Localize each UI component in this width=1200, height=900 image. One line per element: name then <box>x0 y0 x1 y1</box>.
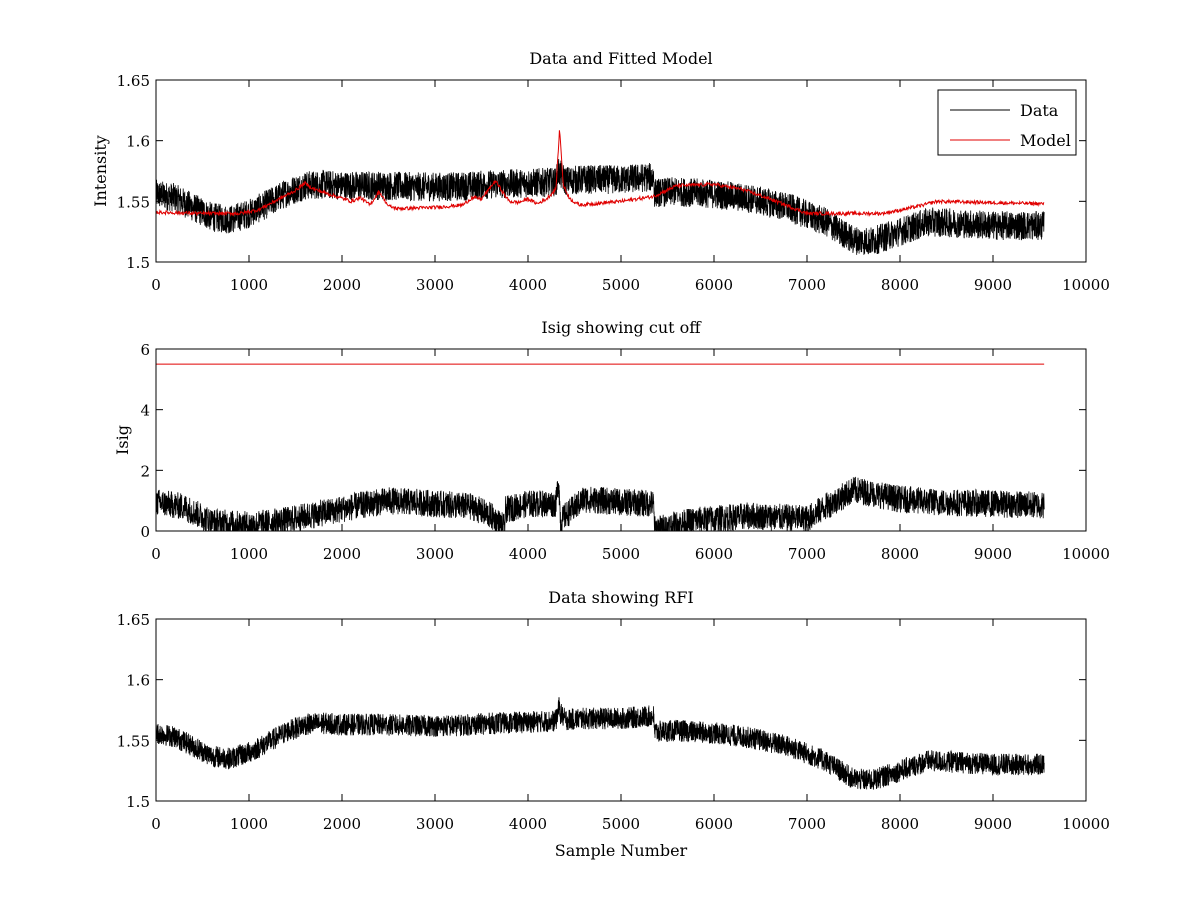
x-tick-label: 10000 <box>1062 276 1110 294</box>
x-tick-label: 1000 <box>230 545 268 563</box>
x-tick-label: 3000 <box>416 545 454 563</box>
x-tick-label: 9000 <box>974 545 1012 563</box>
series-1-2-line <box>156 130 1045 217</box>
x-tick-label: 7000 <box>788 276 826 294</box>
y-tick-label: 1.5 <box>126 254 150 272</box>
chart-title: Isig showing cut off <box>541 318 702 337</box>
y-axis-label: Intensity <box>91 135 110 207</box>
legend-box <box>937 89 1077 156</box>
y-axis-label: Isig <box>113 425 132 455</box>
x-tick-label: 0 <box>151 545 161 563</box>
x-tick-label: 1000 <box>230 276 268 294</box>
y-tick-label: 1.55 <box>117 732 150 750</box>
series-path <box>156 476 1045 531</box>
x-tick-label: 8000 <box>881 545 919 563</box>
y-tick-label: 1.6 <box>126 672 150 690</box>
chart-panel-2: 0 1000 2000 3000 4000 5000 6000 7000 8000 9000 100… <box>113 318 1110 563</box>
legend-label: Model <box>1020 131 1071 150</box>
series-path <box>156 697 1045 790</box>
legend: Data Model <box>937 89 1077 156</box>
legend-label: Data <box>1020 101 1059 120</box>
x-tick-label: 4000 <box>509 545 547 563</box>
x-tick-label: 10000 <box>1062 815 1110 833</box>
x-tick-label: 6000 <box>695 545 733 563</box>
x-tick-label: 6000 <box>695 276 733 294</box>
series-2-1-line <box>156 476 1045 531</box>
chart-title: Data and Fitted Model <box>529 49 712 68</box>
y-tick-label: 1.5 <box>126 793 150 811</box>
y-tick-label: 1.6 <box>126 133 150 151</box>
series-path <box>156 130 1045 217</box>
y-tick-label: 0 <box>140 523 150 541</box>
x-tick-label: 1000 <box>230 815 268 833</box>
y-tick-label: 1.65 <box>117 72 150 90</box>
x-tick-label: 5000 <box>602 545 640 563</box>
x-tick-label: 2000 <box>323 815 361 833</box>
x-tick-label: 5000 <box>602 815 640 833</box>
x-tick-label: 3000 <box>416 815 454 833</box>
y-tick-label: 1.55 <box>117 193 150 211</box>
y-tick-label: 1.65 <box>117 611 150 629</box>
x-tick-label: 7000 <box>788 545 826 563</box>
x-tick-label: 0 <box>151 276 161 294</box>
panels: 0 1000 2000 3000 4000 5000 6000 7000 8000 9000 100… <box>91 49 1110 860</box>
x-tick-label: 9000 <box>974 276 1012 294</box>
x-tick-label: 8000 <box>881 276 919 294</box>
y-tick-label: 4 <box>140 402 150 420</box>
x-tick-label: 6000 <box>695 815 733 833</box>
x-tick-label: 3000 <box>416 276 454 294</box>
x-tick-label: 0 <box>151 815 161 833</box>
y-tick-label: 2 <box>140 462 150 480</box>
x-tick-label: 10000 <box>1062 545 1110 563</box>
x-axis-label: Sample Number <box>555 841 688 860</box>
x-tick-label: 4000 <box>509 815 547 833</box>
series-1-1-line <box>156 158 1045 255</box>
chart-title: Data showing RFI <box>548 588 693 607</box>
series-3-1-line <box>156 697 1045 790</box>
x-tick-label: 4000 <box>509 276 547 294</box>
y-tick-label: 6 <box>140 341 150 359</box>
x-tick-label: 2000 <box>323 545 361 563</box>
chart-panel-3: 0 1000 2000 3000 4000 5000 6000 7000 8000 9000 100… <box>117 588 1110 860</box>
x-tick-label: 8000 <box>881 815 919 833</box>
series-path <box>156 158 1045 255</box>
x-tick-label: 2000 <box>323 276 361 294</box>
x-tick-label: 7000 <box>788 815 826 833</box>
chart-panel-1: 0 1000 2000 3000 4000 5000 6000 7000 8000 9000 100… <box>91 49 1110 294</box>
x-tick-label: 9000 <box>974 815 1012 833</box>
x-tick-label: 5000 <box>602 276 640 294</box>
